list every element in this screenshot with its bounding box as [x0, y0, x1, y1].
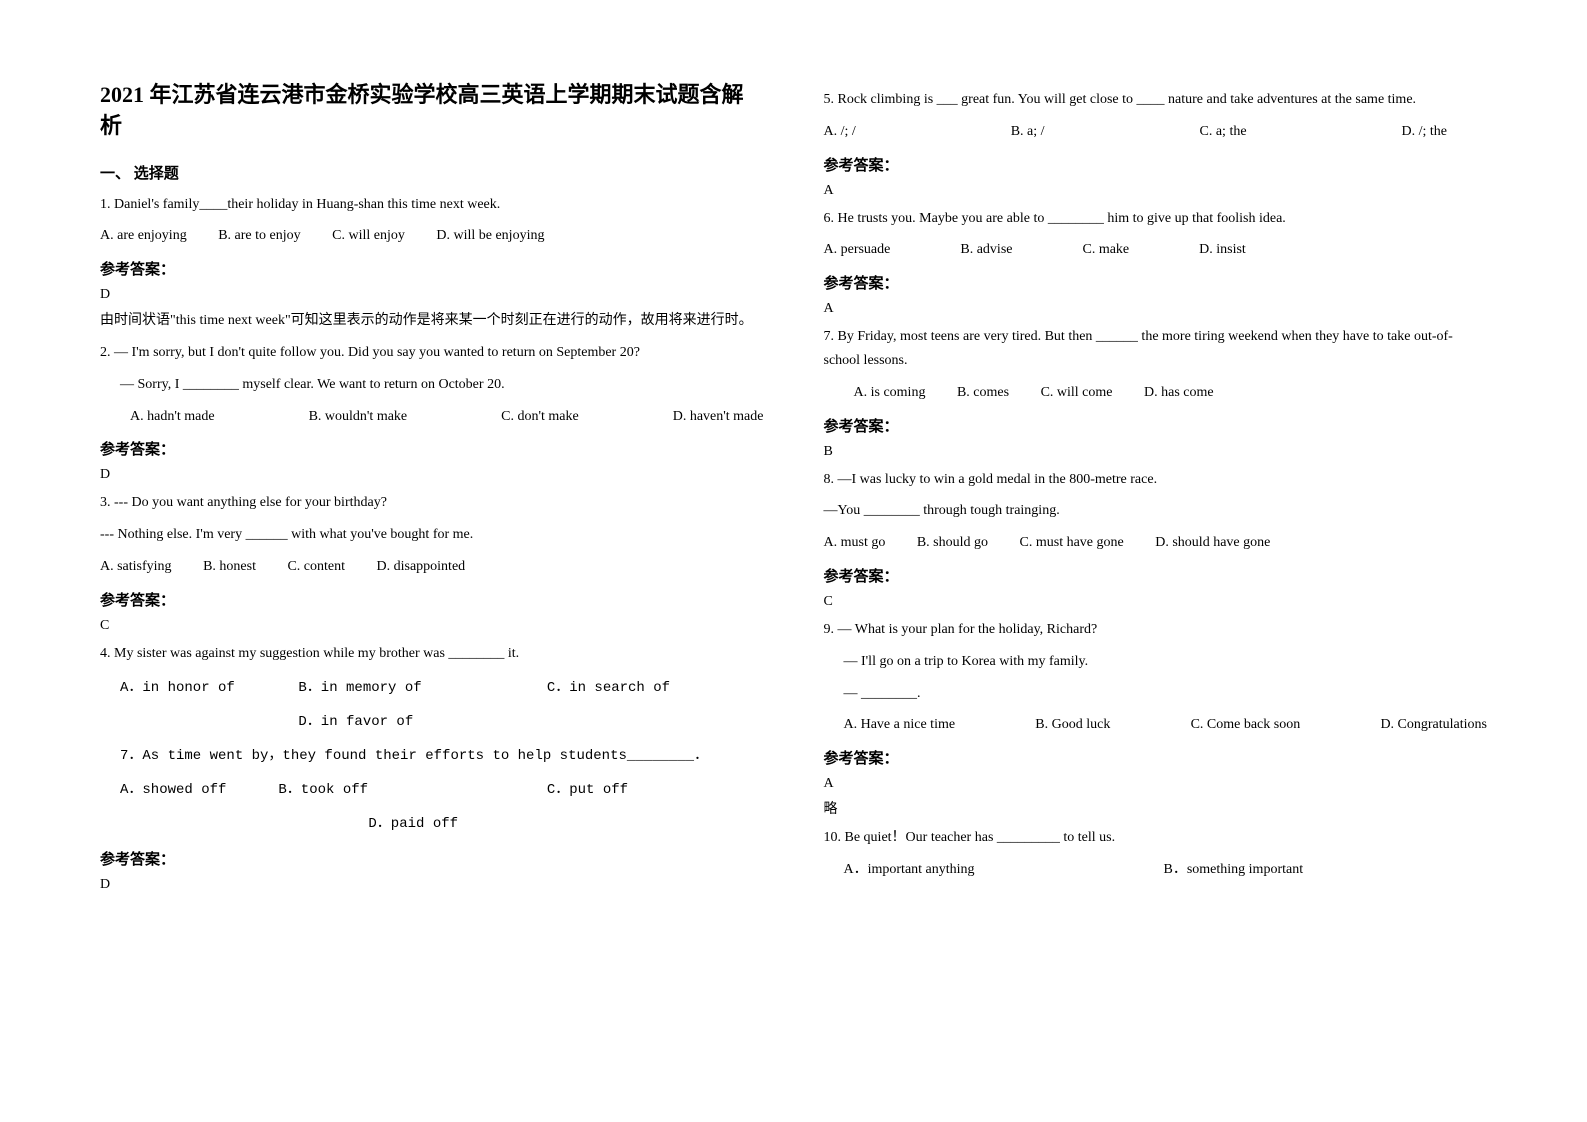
- question-4-options-row2: D．in favor of: [100, 708, 764, 736]
- question-1-options: A. are enjoying B. are to enjoy C. will …: [100, 224, 764, 248]
- option: A. are enjoying: [100, 224, 187, 248]
- answer: D: [100, 877, 764, 893]
- question-8-line2: —You ________ through tough trainging.: [824, 499, 1488, 523]
- question-5-options: A. /; / B. a; / C. a; the D. /; the: [824, 120, 1488, 144]
- option: A. must go: [824, 531, 886, 555]
- option: C. will enjoy: [332, 224, 405, 248]
- question-1: 1. Daniel's family____their holiday in H…: [100, 193, 764, 217]
- option: D．in favor of: [298, 708, 413, 736]
- explanation: 略: [824, 798, 1488, 818]
- option: A. Have a nice time: [844, 713, 956, 737]
- answer: B: [824, 444, 1488, 460]
- option: D. haven't made: [673, 405, 764, 429]
- question-9-options: A. Have a nice time B. Good luck C. Come…: [824, 713, 1488, 737]
- option: D. should have gone: [1155, 531, 1270, 555]
- question-4b-options-row2: D．paid off: [100, 810, 764, 838]
- option: B. honest: [203, 555, 256, 579]
- option: C. Come back soon: [1191, 713, 1301, 737]
- option: A. /; /: [824, 120, 856, 144]
- left-column: 2021 年江苏省连云港市金桥实验学校高三英语上学期期末试题含解析 一、 选择题…: [100, 80, 764, 1082]
- option: B．in memory of: [298, 674, 538, 702]
- option: B. are to enjoy: [218, 224, 300, 248]
- answer-label: 参考答案：: [100, 258, 764, 279]
- option: D. /; the: [1401, 120, 1447, 144]
- question-5: 5. Rock climbing is ___ great fun. You w…: [824, 88, 1488, 112]
- answer: A: [824, 776, 1488, 792]
- option: D．paid off: [368, 810, 458, 838]
- option: D. will be enjoying: [436, 224, 544, 248]
- option: A．showed off: [100, 776, 270, 804]
- option: D. Congratulations: [1380, 713, 1487, 737]
- option: C．in search of: [547, 674, 670, 702]
- question-2-line2: — Sorry, I ________ myself clear. We wan…: [100, 373, 764, 397]
- option: A. satisfying: [100, 555, 172, 579]
- question-2-options: A. hadn't made B. wouldn't make C. don't…: [100, 405, 764, 429]
- question-2-line1: 2. — I'm sorry, but I don't quite follow…: [100, 341, 764, 365]
- question-4b-options-row1: A．showed off B．took off C．put off: [100, 776, 764, 804]
- page-title: 2021 年江苏省连云港市金桥实验学校高三英语上学期期末试题含解析: [100, 80, 764, 142]
- answer-label: 参考答案：: [100, 848, 764, 869]
- question-9-line2: — I'll go on a trip to Korea with my fam…: [824, 650, 1488, 674]
- option: A. hadn't made: [130, 405, 215, 429]
- option: B. comes: [957, 381, 1009, 405]
- question-3-line1: 3. --- Do you want anything else for you…: [100, 491, 764, 515]
- question-10-options: A．important anything B．something importa…: [824, 858, 1488, 882]
- question-9-line3: — ________.: [824, 682, 1488, 706]
- question-6: 6. He trusts you. Maybe you are able to …: [824, 207, 1488, 231]
- question-4b: 7．As time went by，they found their effor…: [100, 742, 764, 770]
- option: B. a; /: [1011, 120, 1045, 144]
- question-8-options: A. must go B. should go C. must have gon…: [824, 531, 1488, 555]
- option: C. don't make: [501, 405, 579, 429]
- question-3-line2: --- Nothing else. I'm very ______ with w…: [100, 523, 764, 547]
- question-10: 10. Be quiet！Our teacher has _________ t…: [824, 826, 1488, 850]
- option: B. should go: [917, 531, 988, 555]
- answer-label: 参考答案：: [824, 747, 1488, 768]
- option: C. a; the: [1200, 120, 1247, 144]
- answer-label: 参考答案：: [100, 589, 764, 610]
- option: A．important anything: [844, 858, 1164, 882]
- option: D. has come: [1144, 381, 1214, 405]
- option: B．something important: [1164, 858, 1304, 882]
- answer-label: 参考答案：: [824, 415, 1488, 436]
- explanation: 由时间状语"this time next week"可知这里表示的动作是将来某一…: [100, 309, 764, 333]
- option: B．took off: [278, 776, 538, 804]
- question-3-options: A. satisfying B. honest C. content D. di…: [100, 555, 764, 579]
- question-9-line1: 9. — What is your plan for the holiday, …: [824, 618, 1488, 642]
- question-8-line1: 8. —I was lucky to win a gold medal in t…: [824, 468, 1488, 492]
- question-7: 7. By Friday, most teens are very tired.…: [824, 325, 1488, 373]
- right-column: 5. Rock climbing is ___ great fun. You w…: [824, 80, 1488, 1082]
- answer-label: 参考答案：: [100, 438, 764, 459]
- answer: A: [824, 301, 1488, 317]
- option: D. insist: [1199, 238, 1246, 262]
- option: C．put off: [547, 776, 628, 804]
- option: C. make: [1082, 238, 1129, 262]
- answer-label: 参考答案：: [824, 154, 1488, 175]
- answer: A: [824, 183, 1488, 199]
- option: C. must have gone: [1020, 531, 1124, 555]
- question-6-options: A. persuade B. advise C. make D. insist: [824, 238, 1488, 262]
- question-4-options-row1: A．in honor of B．in memory of C．in search…: [100, 674, 764, 702]
- option: A. is coming: [854, 381, 926, 405]
- option: A. persuade: [824, 238, 891, 262]
- answer: C: [824, 594, 1488, 610]
- section-header: 一、 选择题: [100, 162, 764, 183]
- option: C. content: [287, 555, 345, 579]
- answer-label: 参考答案：: [824, 272, 1488, 293]
- option: B. Good luck: [1035, 713, 1110, 737]
- answer: D: [100, 287, 764, 303]
- option: A．in honor of: [100, 674, 290, 702]
- option: B. advise: [960, 238, 1012, 262]
- question-7-options: A. is coming B. comes C. will come D. ha…: [824, 381, 1488, 405]
- answer: C: [100, 618, 764, 634]
- answer-label: 参考答案：: [824, 565, 1488, 586]
- option: C. will come: [1041, 381, 1113, 405]
- option: B. wouldn't make: [309, 405, 408, 429]
- answer: D: [100, 467, 764, 483]
- question-4: 4. My sister was against my suggestion w…: [100, 642, 764, 666]
- option: D. disappointed: [377, 555, 466, 579]
